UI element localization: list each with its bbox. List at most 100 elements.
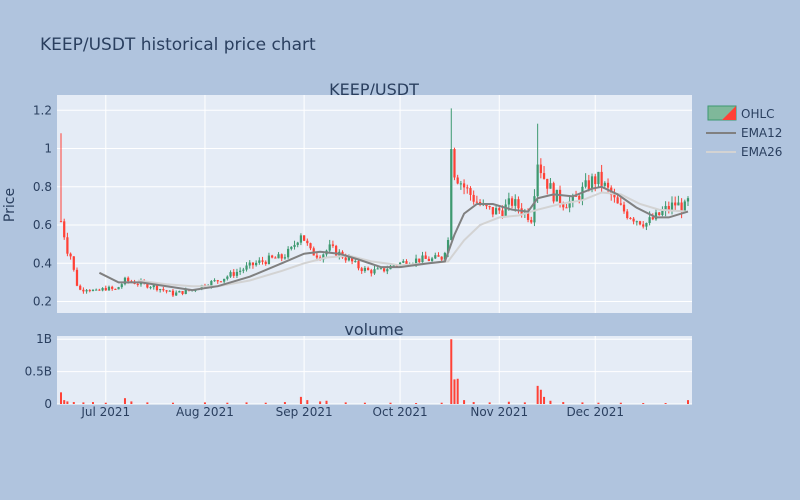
candle-body — [280, 254, 283, 259]
candle-body — [686, 198, 690, 202]
candle-body — [290, 246, 293, 249]
volume-bar-16 — [299, 396, 302, 404]
candle-body — [354, 261, 357, 263]
candle-body — [159, 289, 162, 291]
ema-lines — [98, 185, 689, 292]
candle-body — [613, 194, 616, 198]
price-y-tick-4: 1 — [44, 142, 52, 156]
volume-subplot-title: volume — [344, 320, 403, 339]
volume-y-tick-1: 0.5B — [25, 365, 52, 379]
candle-body — [446, 240, 450, 253]
volume-bar-37 — [562, 402, 565, 404]
candle-body — [552, 183, 555, 202]
candle-body — [107, 286, 111, 291]
candle-body — [146, 282, 149, 288]
volume-bar-12 — [226, 402, 229, 404]
candle-body — [303, 235, 306, 241]
price-y-tick-2: 0.6 — [33, 218, 52, 232]
candle-body — [331, 244, 335, 246]
candle-body — [79, 285, 82, 290]
candle-body — [111, 286, 114, 289]
candle-body — [562, 203, 565, 208]
volume-bar-22 — [389, 402, 392, 404]
legend-label-ohlc: OHLC — [741, 107, 775, 121]
volume-bar-32 — [523, 402, 526, 404]
legend: OHLC EMA12 EMA26 — [706, 105, 782, 159]
candle-body — [344, 257, 347, 261]
candle-body — [277, 254, 280, 259]
volume-gridlines — [57, 336, 692, 405]
candle-body — [594, 176, 597, 185]
volume-bar-3 — [72, 402, 75, 404]
candle-body — [530, 219, 533, 223]
legend-item-ema26[interactable]: EMA26 — [706, 145, 782, 159]
candle-body — [462, 183, 466, 188]
candle-body — [373, 269, 376, 274]
candle-body — [414, 258, 418, 264]
candle-body — [162, 289, 165, 291]
volume-y-tick-labels: 0 0.5B 1B — [25, 332, 52, 411]
legend-item-ema12[interactable]: EMA12 — [706, 126, 782, 140]
candle-body — [155, 284, 159, 291]
volume-bar-14 — [264, 402, 267, 404]
candle-body — [223, 278, 226, 282]
volume-bar-39 — [597, 402, 600, 404]
candle-body — [213, 280, 216, 282]
x-tick-2: Sep 2021 — [276, 405, 333, 419]
candle-body — [395, 265, 399, 267]
candle-body — [568, 201, 571, 208]
volume-bar-7 — [123, 398, 126, 404]
x-tick-3: Oct 2021 — [373, 405, 428, 419]
volume-bar-40 — [619, 402, 622, 404]
candle-body — [168, 290, 171, 292]
candle-body — [101, 288, 104, 291]
candle-body — [226, 276, 229, 279]
volume-y-tick-0: 0 — [44, 397, 52, 411]
candle-body — [120, 284, 123, 288]
candle-body — [574, 195, 578, 197]
candle-body — [181, 291, 184, 294]
candle-body — [357, 261, 360, 269]
x-tick-4: Nov 2021 — [470, 405, 528, 419]
volume-bar-6 — [104, 402, 107, 404]
x-tick-1: Aug 2021 — [176, 405, 234, 419]
candle-body — [622, 204, 626, 212]
candle-body — [571, 195, 574, 202]
candle-body — [558, 189, 562, 204]
candle-body — [683, 201, 686, 212]
candle-body — [597, 171, 600, 185]
candle-body — [91, 289, 95, 291]
legend-label-ema26: EMA26 — [741, 145, 782, 159]
candle-body — [350, 257, 354, 262]
price-y-tick-3: 0.8 — [33, 180, 52, 194]
volume-bar-36 — [549, 400, 552, 404]
candle-body — [402, 261, 405, 263]
candle-body — [421, 255, 424, 263]
candle-body — [386, 269, 389, 272]
candle-body — [491, 207, 494, 215]
candle-body — [98, 289, 101, 291]
candle-body — [475, 201, 478, 203]
candle-body — [123, 277, 127, 285]
volume-bar-8 — [130, 401, 133, 404]
candle-body — [69, 253, 72, 257]
candle-body — [434, 255, 437, 259]
legend-label-ema12: EMA12 — [741, 126, 782, 140]
candle-body — [283, 257, 287, 259]
candle-body — [149, 287, 152, 289]
candle-body — [104, 288, 107, 291]
legend-item-ohlc[interactable]: OHLC — [707, 105, 775, 121]
candle-body — [507, 198, 510, 205]
volume-y-tick-2: 1B — [36, 332, 52, 346]
ema26-line — [137, 191, 689, 288]
price-plot-area — [57, 95, 692, 313]
candle-body — [216, 280, 219, 282]
candle-body — [165, 290, 168, 292]
volume-bars — [60, 339, 689, 404]
volume-bar-4 — [82, 402, 85, 404]
volume-bar-0 — [60, 392, 62, 404]
candle-body — [66, 237, 69, 254]
price-axis-label: Price — [2, 188, 18, 222]
